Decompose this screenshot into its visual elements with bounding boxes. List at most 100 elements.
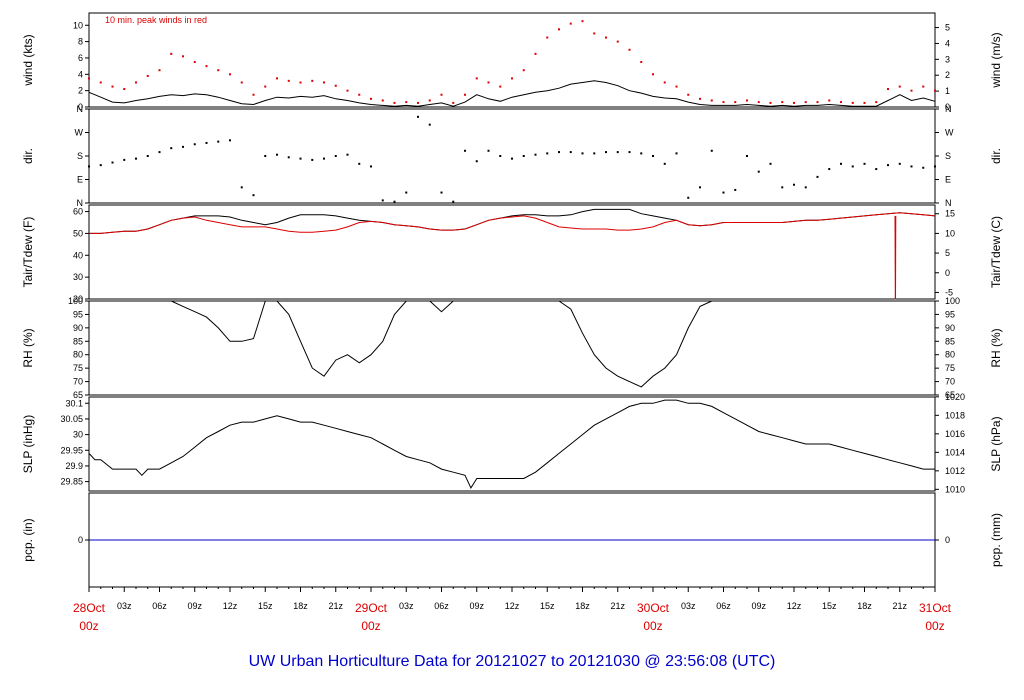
y2-tick-label: -5: [945, 287, 953, 297]
data-point: [464, 149, 466, 152]
data-point: [769, 162, 772, 165]
data-point: [569, 22, 572, 25]
y-tick-label: N: [77, 198, 84, 208]
data-point: [534, 52, 537, 55]
y2-tick-label: 100: [945, 296, 960, 306]
data-point: [146, 155, 149, 157]
panel-frame: [88, 108, 936, 204]
y-tick-label: 95: [73, 309, 83, 319]
data-point: [652, 155, 654, 157]
data-point: [428, 99, 431, 102]
data-point: [287, 156, 290, 159]
y-tick-label: 75: [73, 363, 83, 373]
x-hour-label: 03z: [681, 601, 696, 611]
data-point: [123, 158, 126, 161]
data-point: [381, 199, 384, 202]
data-point: [358, 93, 361, 96]
data-point: [264, 155, 267, 157]
y2-tick-label: N: [945, 198, 952, 208]
data-point: [299, 157, 302, 160]
y-tick-label: 65: [73, 390, 83, 400]
data-point: [522, 69, 525, 72]
data-point: [158, 151, 161, 154]
x-date-label: 30Oct: [637, 601, 670, 615]
x-hour-label: 09z: [751, 601, 766, 611]
data-point: [346, 153, 349, 156]
data-point: [499, 85, 502, 88]
data-point: [405, 191, 408, 194]
data-point: [111, 161, 114, 164]
y2-tick-label: 1020: [945, 392, 965, 402]
data-point: [146, 74, 149, 77]
y-tick-label: 40: [73, 250, 83, 260]
data-point: [99, 81, 102, 84]
y-tick-label: 30.1: [65, 398, 83, 408]
data-point: [252, 93, 255, 96]
data-point: [229, 73, 231, 76]
data-point: [593, 32, 596, 35]
data-point: [276, 77, 278, 80]
y2-tick-label: 65: [945, 390, 955, 400]
y-axis-title: RH (%): [21, 328, 35, 367]
y2-tick-label: 5: [945, 23, 950, 33]
x-hour-label: 09z: [469, 601, 484, 611]
data-point: [687, 196, 690, 199]
data-point: [581, 152, 584, 155]
y-tick-label: W: [75, 128, 84, 138]
data-point: [111, 85, 114, 88]
x-date-hour-label: 00z: [925, 619, 944, 633]
data-point: [734, 101, 737, 104]
data-point: [299, 81, 302, 84]
y2-tick-label: 5: [945, 248, 950, 258]
x-hour-label: 06z: [716, 601, 731, 611]
data-point: [182, 55, 184, 58]
panel-0: 0 2 4 6 8 10 0 1 2 3 4 5 wind (kts) wind (m/s): [21, 12, 1003, 112]
y-tick-label: N: [77, 104, 84, 114]
y2-tick-label: E: [945, 175, 951, 185]
data-point: [123, 88, 126, 91]
x-hour-label: 12z: [505, 601, 520, 611]
data-point: [428, 123, 431, 126]
y-tick-label: E: [77, 175, 83, 185]
data-point: [722, 191, 725, 194]
data-point: [652, 73, 654, 76]
data-point: [511, 77, 513, 80]
data-point: [828, 168, 831, 171]
data-point: [276, 153, 278, 156]
panel-3: 65 70 75 80 85 90 95 100 65 70 75 80 85 90 95 100 RH (%)…: [21, 296, 1003, 400]
data-point: [722, 101, 725, 104]
data-point: [640, 152, 643, 155]
data-point: [440, 93, 443, 96]
x-date-hour-label: 00z: [79, 619, 98, 633]
data-point: [851, 165, 854, 168]
data-point: [487, 149, 490, 152]
data-point: [663, 162, 666, 165]
data-point: [816, 101, 819, 104]
data-point: [217, 140, 220, 143]
data-point: [393, 200, 396, 203]
data-point: [910, 89, 913, 92]
data-point: [311, 158, 314, 161]
series-line: [89, 212, 936, 234]
data-point: [393, 101, 396, 104]
data-point: [605, 36, 607, 39]
data-point: [593, 152, 596, 155]
data-point: [675, 152, 678, 155]
data-point: [887, 164, 889, 167]
y2-tick-label: 95: [945, 309, 955, 319]
data-point: [628, 151, 631, 154]
data-point: [816, 175, 819, 178]
data-point: [769, 101, 772, 104]
data-point: [616, 151, 619, 154]
y2-tick-label: 0: [945, 268, 950, 278]
data-point: [804, 186, 807, 189]
y2-tick-label: 1010: [945, 484, 965, 494]
data-point: [358, 162, 361, 165]
y2-tick-label: 10: [945, 228, 955, 238]
panel-frame: [88, 300, 936, 396]
data-point: [828, 99, 831, 102]
x-hour-label: 15z: [822, 601, 837, 611]
y-tick-label: S: [77, 151, 83, 161]
data-point: [546, 152, 549, 155]
